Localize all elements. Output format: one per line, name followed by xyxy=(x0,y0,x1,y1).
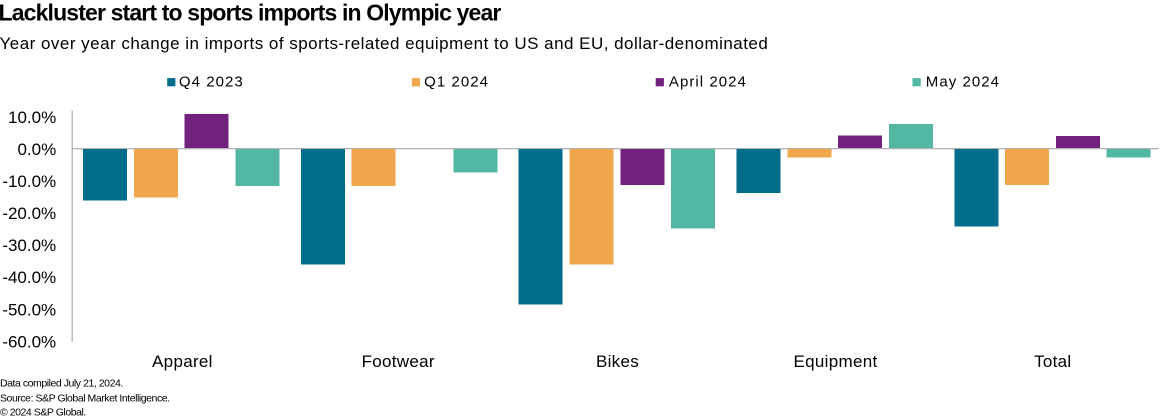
svg-text:Apparel: Apparel xyxy=(152,352,213,371)
svg-text:© 2024 S&P Global.: © 2024 S&P Global. xyxy=(0,406,86,417)
svg-text:Lackluster start to sports imp: Lackluster start to sports imports in Ol… xyxy=(0,0,501,26)
svg-text:-30.0%: -30.0% xyxy=(2,236,56,255)
svg-text:-60.0%: -60.0% xyxy=(2,332,56,351)
svg-text:Equipment: Equipment xyxy=(794,352,878,371)
svg-text:Footwear: Footwear xyxy=(362,352,435,371)
svg-text:10.0%: 10.0% xyxy=(8,108,56,127)
svg-text:Year over year change in impor: Year over year change in imports of spor… xyxy=(0,34,768,53)
svg-text:May 2024: May 2024 xyxy=(926,73,1000,90)
svg-text:-50.0%: -50.0% xyxy=(2,300,56,319)
svg-text:Bikes: Bikes xyxy=(596,352,639,371)
svg-text:0.0%: 0.0% xyxy=(17,140,56,159)
svg-text:April 2024: April 2024 xyxy=(669,73,747,90)
svg-text:-20.0%: -20.0% xyxy=(2,204,56,223)
svg-text:Q1 2024: Q1 2024 xyxy=(424,73,489,90)
svg-text:Q4 2023: Q4 2023 xyxy=(179,73,244,90)
svg-text:-40.0%: -40.0% xyxy=(2,268,56,287)
svg-text:Data compiled July 21, 2024.: Data compiled July 21, 2024. xyxy=(0,377,123,389)
svg-text:Total: Total xyxy=(1034,352,1071,371)
svg-text:Source: S&P Global Market Inte: Source: S&P Global Market Intelligence. xyxy=(0,392,170,404)
svg-text:-10.0%: -10.0% xyxy=(2,172,56,191)
